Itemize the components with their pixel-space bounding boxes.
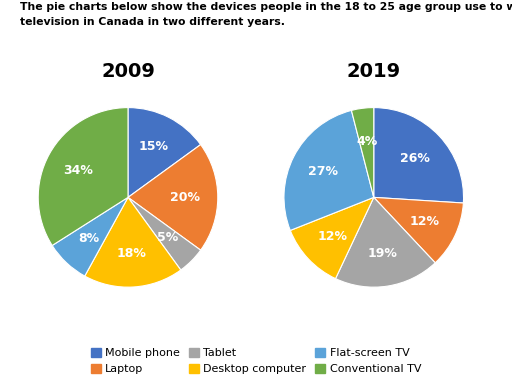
Wedge shape <box>38 108 128 245</box>
Text: 12%: 12% <box>410 215 440 228</box>
Wedge shape <box>374 108 463 203</box>
Wedge shape <box>52 197 128 276</box>
Text: 15%: 15% <box>139 140 168 154</box>
Text: 5%: 5% <box>157 231 179 244</box>
Wedge shape <box>335 197 435 287</box>
Wedge shape <box>128 108 201 197</box>
Text: 26%: 26% <box>400 152 430 165</box>
Text: 34%: 34% <box>63 164 93 176</box>
Text: 4%: 4% <box>356 135 377 148</box>
Text: television in Canada in two different years.: television in Canada in two different ye… <box>20 17 286 27</box>
Wedge shape <box>128 145 218 250</box>
Wedge shape <box>374 197 463 263</box>
Title: 2019: 2019 <box>347 62 401 81</box>
Wedge shape <box>284 110 374 230</box>
Text: 27%: 27% <box>308 165 338 178</box>
Text: 12%: 12% <box>317 229 348 243</box>
Wedge shape <box>290 197 374 279</box>
Wedge shape <box>351 108 374 197</box>
Text: 20%: 20% <box>169 191 200 204</box>
Wedge shape <box>128 197 201 270</box>
Legend: Mobile phone, Laptop, Tablet, Desktop computer, Flat-screen TV, Conventional TV: Mobile phone, Laptop, Tablet, Desktop co… <box>88 345 424 378</box>
Text: The pie charts below show the devices people in the 18 to 25 age group use to wa: The pie charts below show the devices pe… <box>20 2 512 12</box>
Title: 2009: 2009 <box>101 62 155 81</box>
Text: 8%: 8% <box>79 232 100 245</box>
Text: 19%: 19% <box>368 247 397 260</box>
Text: 18%: 18% <box>117 247 146 260</box>
Wedge shape <box>85 197 181 287</box>
